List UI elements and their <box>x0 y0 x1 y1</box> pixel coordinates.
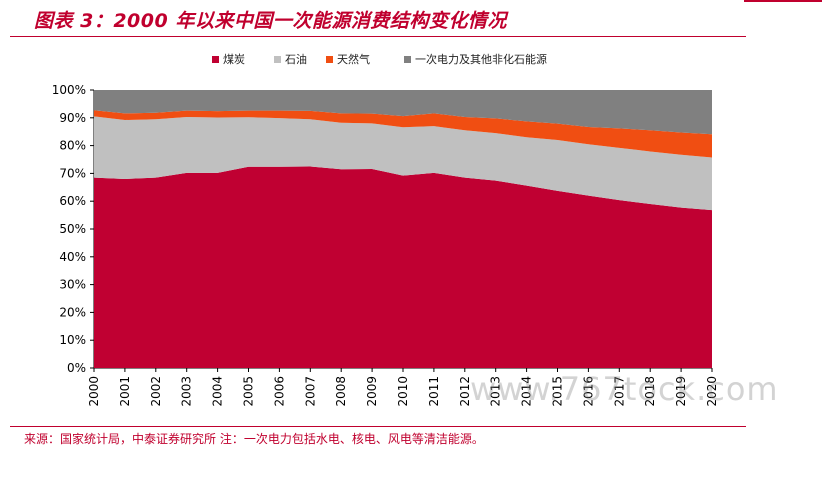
x-tick-label: 2016 <box>581 376 595 407</box>
x-tick-label: 2003 <box>180 376 194 407</box>
title-bar: 图表 3：2000 年以来中国一次能源消费结构变化情况 <box>10 0 746 37</box>
area-series-3 <box>94 110 712 158</box>
x-tick-label: 2000 <box>87 376 101 407</box>
area-series-1 <box>94 166 712 368</box>
y-tick-label: 30% <box>59 278 86 292</box>
x-tick-label: 2005 <box>242 376 256 407</box>
y-tick-label: 10% <box>59 333 86 347</box>
y-tick-label: 0% <box>67 361 86 375</box>
y-tick-label: 90% <box>59 111 86 125</box>
chart-title: 图表 3：2000 年以来中国一次能源消费结构变化情况 <box>34 10 507 32</box>
x-tick-label: 2007 <box>303 376 317 407</box>
y-tick-label: 20% <box>59 305 86 319</box>
legend-swatch-1 <box>212 56 219 63</box>
x-tick-label: 2014 <box>520 376 534 407</box>
x-tick-label: 2013 <box>489 376 503 407</box>
top-rule <box>744 0 822 2</box>
x-axis: 2000 2001 2002 2003 2004 2005 2006 2007 2008 2009… <box>87 368 719 407</box>
x-tick-label: 2006 <box>272 376 286 407</box>
watermark: www.767tock.com <box>470 370 779 408</box>
x-tick-label: 2002 <box>149 376 163 407</box>
y-tick-label: 50% <box>59 222 86 236</box>
x-tick-label: 2012 <box>458 376 472 407</box>
x-tick-label: 2018 <box>643 376 657 407</box>
x-tick-label: 2010 <box>396 376 410 407</box>
x-tick-label: 2020 <box>705 376 719 407</box>
area-series-4 <box>94 90 712 135</box>
legend-label-4: 一次电力及其他非化石能源 <box>415 52 547 66</box>
legend-swatch-2 <box>274 56 281 63</box>
legend-label-3: 天然气 <box>337 52 370 66</box>
area-series-2 <box>94 116 712 211</box>
stacked-area-chart: 煤炭 石油 天然气 一次电力及其他非化石能源 0% 10% 20% 30% 40% 50% 60%… <box>52 52 719 407</box>
y-tick-label: 60% <box>59 194 86 208</box>
legend-label-2: 石油 <box>285 52 307 66</box>
x-tick-label: 2015 <box>551 376 565 407</box>
x-tick-label: 2001 <box>118 376 132 407</box>
footer-rule <box>10 426 746 427</box>
y-tick-label: 100% <box>52 83 86 97</box>
x-tick-label: 2017 <box>612 376 626 407</box>
y-tick-label: 40% <box>59 250 86 264</box>
legend: 煤炭 石油 天然气 一次电力及其他非化石能源 <box>212 52 547 66</box>
legend-swatch-3 <box>326 56 333 63</box>
source-note: 来源：国家统计局，中泰证券研究所 注：一次电力包括水电、核电、风电等清洁能源。 <box>24 432 484 446</box>
x-tick-label: 2004 <box>211 376 225 407</box>
y-tick-label: 80% <box>59 139 86 153</box>
x-tick-label: 2009 <box>365 376 379 407</box>
legend-swatch-4 <box>404 56 411 63</box>
area-series-group <box>94 90 712 368</box>
legend-label-1: 煤炭 <box>223 53 245 66</box>
x-tick-label: 2011 <box>427 376 441 407</box>
y-tick-label: 70% <box>59 166 86 180</box>
x-tick-label: 2008 <box>334 376 348 407</box>
x-tick-label: 2019 <box>674 376 688 407</box>
y-axis: 0% 10% 20% 30% 40% 50% 60% 70% 80% 90% 100% <box>52 83 94 375</box>
